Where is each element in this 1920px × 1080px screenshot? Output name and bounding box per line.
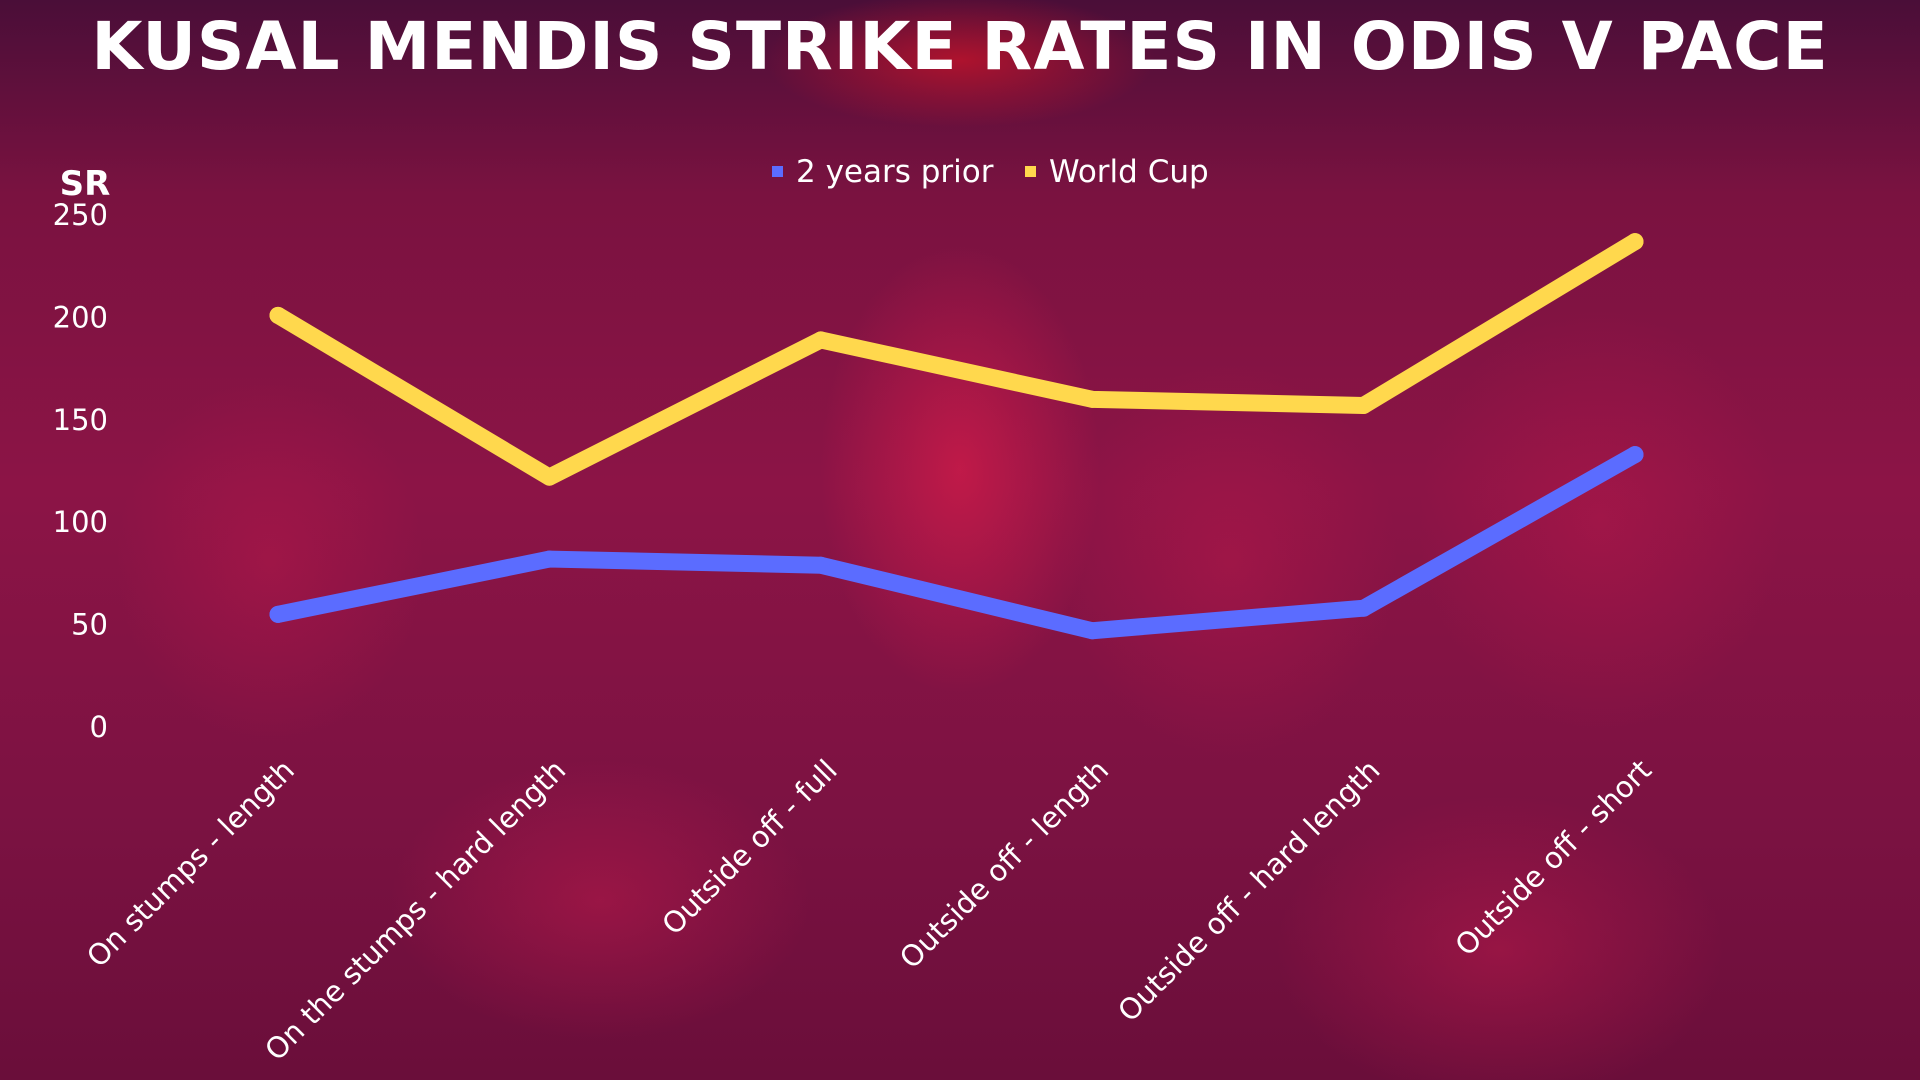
x-tick-label-5: Outside off - hard length	[1111, 753, 1386, 1028]
series-line-2-years-prior	[269, 446, 1644, 640]
legend-label-world-cup: World Cup	[1049, 154, 1209, 190]
data-point-world-cup-2	[540, 468, 558, 486]
y-tick-label-200: 200	[53, 300, 108, 334]
x-tick-label-1: On stumps - length	[80, 753, 301, 974]
legend-swatch-world-cup	[1025, 166, 1036, 177]
legend-label-2-years-prior: 2 years prior	[796, 154, 994, 190]
data-point-world-cup-1	[269, 306, 287, 324]
series-line-world-cup	[269, 233, 1644, 486]
data-point-world-cup-3	[812, 331, 830, 349]
series-layer	[269, 233, 1644, 640]
y-axis: 0 50 100 150 200 250	[53, 198, 108, 744]
chart-title: KUSAL MENDIS STRIKE RATES IN ODIS V PACE	[91, 8, 1829, 85]
data-point-world-cup-4	[1083, 390, 1101, 408]
x-tick-label-4: Outside off - length	[893, 753, 1115, 975]
y-axis-title: SR	[60, 164, 111, 204]
data-point-2-years-prior-2	[540, 550, 558, 568]
data-point-2-years-prior-1	[269, 605, 287, 623]
legend-swatch-2-years-prior	[772, 166, 783, 177]
data-point-world-cup-5	[1355, 396, 1373, 414]
legend: 2 years prior World Cup	[772, 154, 1209, 190]
y-tick-label-0: 0	[90, 710, 108, 744]
data-point-2-years-prior-5	[1355, 599, 1373, 617]
y-tick-label-100: 100	[53, 505, 108, 539]
x-tick-label-3: Outside off - full	[655, 753, 843, 941]
data-point-2-years-prior-3	[812, 556, 830, 574]
y-tick-label-250: 250	[53, 198, 108, 232]
x-tick-label-6: Outside off - short	[1448, 753, 1658, 963]
y-tick-label-150: 150	[53, 403, 108, 437]
data-point-world-cup-6	[1626, 233, 1644, 251]
data-point-2-years-prior-6	[1626, 446, 1644, 464]
y-tick-label-50: 50	[71, 608, 108, 642]
data-point-2-years-prior-4	[1083, 622, 1101, 640]
x-tick-label-2: On the stumps - hard length	[258, 753, 572, 1067]
